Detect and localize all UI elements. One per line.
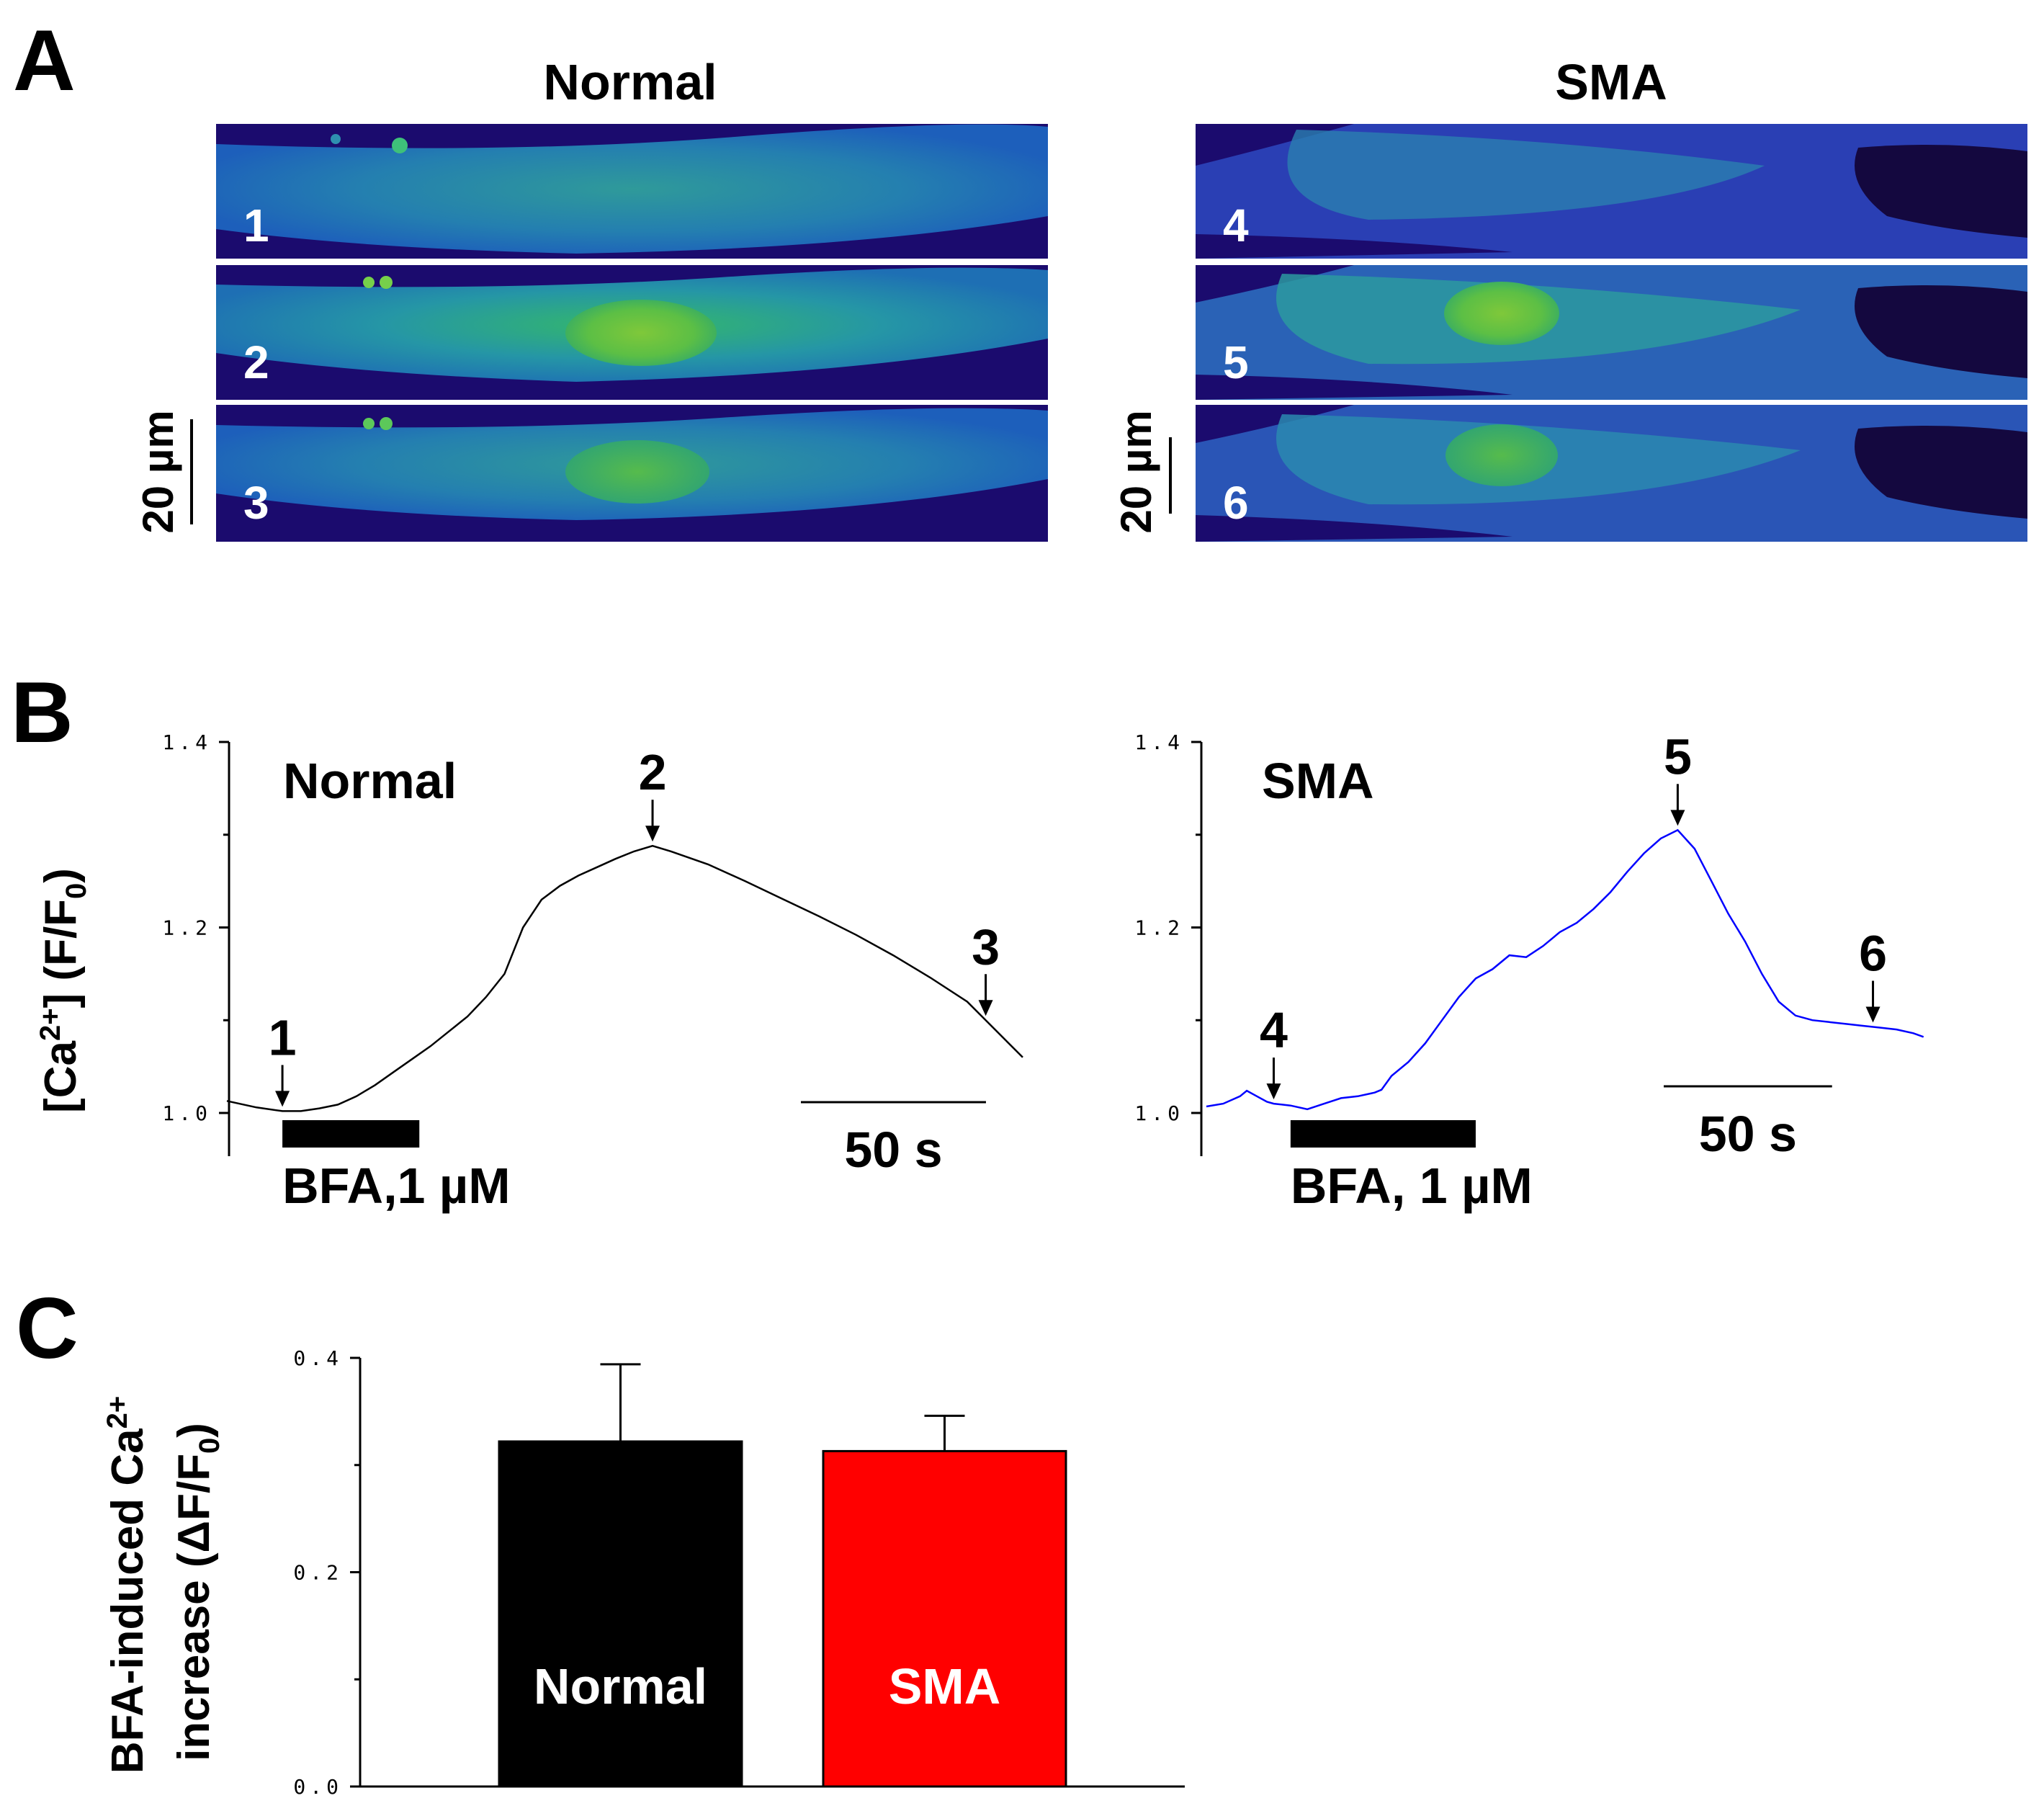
normal-stimulus-bar bbox=[282, 1120, 420, 1148]
sma-y-tick-label: 1.2 bbox=[1134, 916, 1184, 940]
normal-y-tick-label: 1.4 bbox=[162, 730, 212, 754]
bar-chart: 0.0 0.2 0.4 Normal SMA bbox=[293, 1346, 1185, 1799]
normal-y-tick-label: 1.2 bbox=[162, 916, 212, 940]
frame-label-6: 6 bbox=[1223, 477, 1249, 529]
bar-y-tick-label: 0.0 bbox=[293, 1775, 343, 1799]
normal-y-tick-label: 1.0 bbox=[162, 1101, 212, 1125]
sma-marker-arrow-head bbox=[1670, 810, 1685, 826]
bar-y-tick-label: 0.2 bbox=[293, 1561, 343, 1585]
normal-marker-arrow-head bbox=[275, 1091, 290, 1107]
sma-marker-label: 5 bbox=[1664, 728, 1692, 784]
sma-marker-label: 4 bbox=[1260, 1002, 1288, 1058]
sma-stimulus-bar bbox=[1290, 1120, 1476, 1148]
trace-chart-normal: 1.0 1.2 1.4 Normal 1 2 3 BFA,1 µM 50 s bbox=[162, 730, 1023, 1214]
sma-series-line bbox=[1206, 828, 1924, 1111]
sma-marker-arrow-head bbox=[1266, 1083, 1281, 1100]
panel-b-y-axis-label: [Ca2+] (F/F0) bbox=[35, 868, 92, 1113]
image-frame-5 bbox=[1196, 265, 2027, 400]
frame-label-1: 1 bbox=[243, 200, 269, 251]
normal-series-line bbox=[226, 844, 1023, 1112]
panel-letter-a: A bbox=[13, 12, 76, 109]
normal-marker-arrow-head bbox=[978, 1000, 993, 1016]
sma-image-strip: 4 5 6 bbox=[1196, 124, 2027, 542]
panel-a-sma-title: SMA bbox=[1555, 54, 1667, 110]
bar-label-normal: Normal bbox=[534, 1658, 707, 1714]
bar-label-sma: SMA bbox=[889, 1658, 1001, 1714]
sma-stimulus-label: BFA, 1 µM bbox=[1291, 1158, 1533, 1214]
image-frame-6 bbox=[1196, 405, 2027, 542]
sma-time-scale-label: 50 s bbox=[1699, 1106, 1797, 1162]
panel-a-normal-title: Normal bbox=[543, 54, 717, 110]
normal-image-strip: 1 2 3 bbox=[216, 124, 1048, 542]
sma-marker-label: 6 bbox=[1859, 926, 1887, 982]
sma-y-tick-label: 1.0 bbox=[1134, 1101, 1184, 1125]
panel-c-y-axis-label-line2: increase (ΔF/F0) bbox=[169, 1423, 225, 1761]
frame-label-3: 3 bbox=[243, 477, 269, 529]
frame-label-5: 5 bbox=[1223, 336, 1249, 388]
sma-trace-title: SMA bbox=[1262, 753, 1374, 809]
normal-trace-title: Normal bbox=[283, 753, 457, 809]
normal-marker-label: 2 bbox=[639, 744, 667, 800]
trace-chart-sma: 1.0 1.2 1.4 SMA 4 5 6 BFA, 1 µM 50 s bbox=[1134, 728, 1924, 1214]
panel-letter-c: C bbox=[16, 1280, 79, 1377]
normal-marker-label: 1 bbox=[269, 1009, 297, 1065]
normal-stimulus-label: BFA,1 µM bbox=[282, 1158, 510, 1214]
frame-label-2: 2 bbox=[243, 336, 269, 388]
image-frame-3 bbox=[216, 405, 1048, 542]
normal-marker-arrow-head bbox=[645, 826, 660, 842]
image-frame-1 bbox=[216, 124, 1048, 259]
bar-y-tick-label: 0.4 bbox=[293, 1346, 343, 1370]
frame-label-4: 4 bbox=[1223, 200, 1249, 251]
image-frame-4 bbox=[1196, 124, 2027, 259]
sma-marker-arrow-head bbox=[1865, 1006, 1881, 1023]
bar-sma bbox=[822, 1449, 1067, 1788]
normal-time-scale-label: 50 s bbox=[844, 1122, 942, 1178]
image-frame-2 bbox=[216, 265, 1048, 400]
panel-letter-b: B bbox=[11, 664, 73, 761]
sma-y-tick-label: 1.4 bbox=[1134, 730, 1184, 754]
panel-c-y-axis-label-line1: BFA-induced Ca2+ bbox=[102, 1396, 153, 1774]
sma-scale-label: 20 µm bbox=[1112, 410, 1160, 533]
normal-scale-label: 20 µm bbox=[134, 410, 182, 533]
normal-marker-label: 3 bbox=[972, 918, 1000, 975]
bar-normal bbox=[498, 1440, 743, 1788]
